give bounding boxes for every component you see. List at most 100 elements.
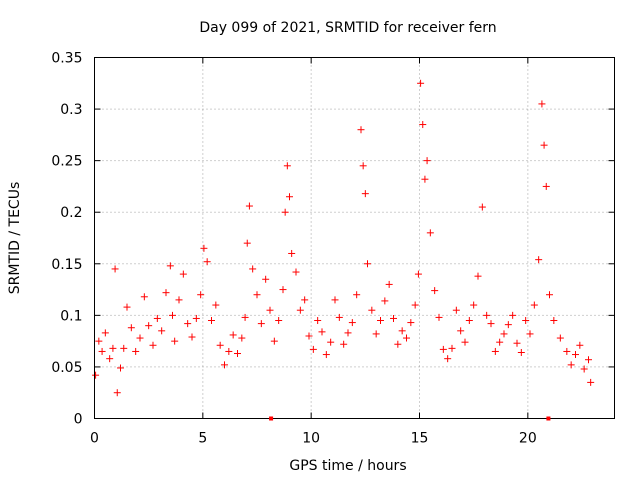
- gap-marker: [269, 416, 274, 421]
- data-point: [101, 329, 109, 337]
- data-point: [500, 330, 508, 338]
- data-point: [546, 291, 553, 299]
- y-tick-labels: 0 0.05 0.1 0.15 0.2 0.25 0.3 0.35: [51, 51, 82, 428]
- data-point: [423, 157, 431, 165]
- y-tick-label: 0.05: [51, 360, 82, 376]
- y-tick-label: 0.25: [51, 154, 82, 170]
- data-point: [266, 306, 274, 314]
- data-point: [522, 317, 530, 325]
- data-point: [394, 340, 402, 348]
- data-point: [426, 229, 434, 237]
- data-point: [166, 262, 174, 270]
- y-tick-label: 0.35: [51, 51, 82, 67]
- data-point: [283, 162, 291, 170]
- data-point: [111, 265, 119, 273]
- y-axis-label: SRMTID / TECUs: [7, 182, 23, 295]
- x-tick-label: 0: [90, 431, 99, 447]
- data-point: [309, 345, 317, 353]
- y-tick-label: 0.2: [60, 205, 82, 221]
- data-point: [496, 338, 504, 346]
- data-point: [327, 338, 335, 346]
- data-point: [585, 356, 592, 364]
- data-point: [526, 330, 534, 338]
- data-point: [431, 287, 439, 295]
- data-point: [98, 347, 106, 355]
- data-point: [530, 301, 538, 309]
- data-point: [132, 347, 140, 355]
- data-point: [149, 341, 157, 349]
- chart-title: Day 099 of 2021, SRMTID for receiver fer…: [199, 20, 496, 36]
- x-tick-label: 20: [519, 431, 537, 447]
- data-points: [92, 79, 595, 397]
- data-point: [113, 389, 121, 397]
- data-point: [368, 306, 376, 314]
- data-point: [203, 258, 211, 266]
- data-point: [403, 334, 410, 342]
- data-point: [331, 296, 339, 304]
- data-point: [92, 371, 100, 379]
- data-point: [452, 306, 460, 314]
- data-point: [175, 296, 183, 304]
- data-point: [292, 268, 300, 276]
- data-point: [572, 351, 579, 359]
- data-point: [587, 378, 595, 386]
- data-point: [385, 280, 393, 288]
- data-point: [140, 293, 148, 301]
- data-point: [513, 339, 521, 347]
- data-point: [123, 303, 131, 311]
- data-point: [109, 344, 117, 352]
- data-point: [414, 270, 422, 278]
- y-tick-label: 0.1: [60, 308, 82, 324]
- data-point: [136, 334, 144, 342]
- data-point: [461, 338, 469, 346]
- data-point: [487, 320, 495, 328]
- data-point: [542, 182, 550, 190]
- data-point: [279, 286, 287, 294]
- data-point: [348, 319, 356, 327]
- data-point: [377, 317, 384, 325]
- data-point: [262, 275, 270, 283]
- data-point: [281, 208, 289, 216]
- data-point: [253, 291, 261, 299]
- data-point: [197, 291, 205, 299]
- data-point: [188, 333, 196, 341]
- data-point: [359, 162, 367, 170]
- gap-markers: [269, 416, 551, 421]
- data-point: [470, 301, 478, 309]
- x-tick-label: 10: [302, 431, 320, 447]
- data-point: [411, 301, 419, 309]
- data-point: [301, 296, 309, 304]
- data-point: [556, 334, 564, 342]
- data-point: [221, 361, 228, 369]
- data-point: [335, 313, 343, 321]
- data-point: [478, 203, 486, 211]
- data-point: [249, 265, 257, 273]
- data-point: [361, 190, 369, 198]
- data-point: [318, 328, 326, 336]
- data-point: [372, 330, 380, 338]
- data-point: [322, 351, 330, 359]
- data-point: [504, 321, 512, 329]
- data-point: [491, 347, 499, 355]
- data-point: [192, 314, 200, 322]
- data-point: [483, 311, 491, 319]
- data-point: [288, 249, 296, 257]
- data-point: [238, 334, 246, 342]
- data-point: [245, 202, 253, 210]
- data-point: [305, 332, 313, 340]
- data-point: [229, 331, 237, 339]
- data-point: [417, 79, 425, 87]
- data-point: [407, 319, 415, 327]
- data-point: [234, 350, 241, 358]
- data-point: [243, 239, 251, 247]
- data-point: [419, 121, 427, 129]
- data-point: [145, 322, 153, 330]
- gap-marker: [546, 416, 551, 421]
- data-point: [457, 327, 465, 335]
- y-tick-label: 0.3: [60, 102, 82, 118]
- data-point: [340, 340, 348, 348]
- data-point: [216, 341, 224, 349]
- data-point: [344, 329, 352, 337]
- data-point: [275, 317, 283, 325]
